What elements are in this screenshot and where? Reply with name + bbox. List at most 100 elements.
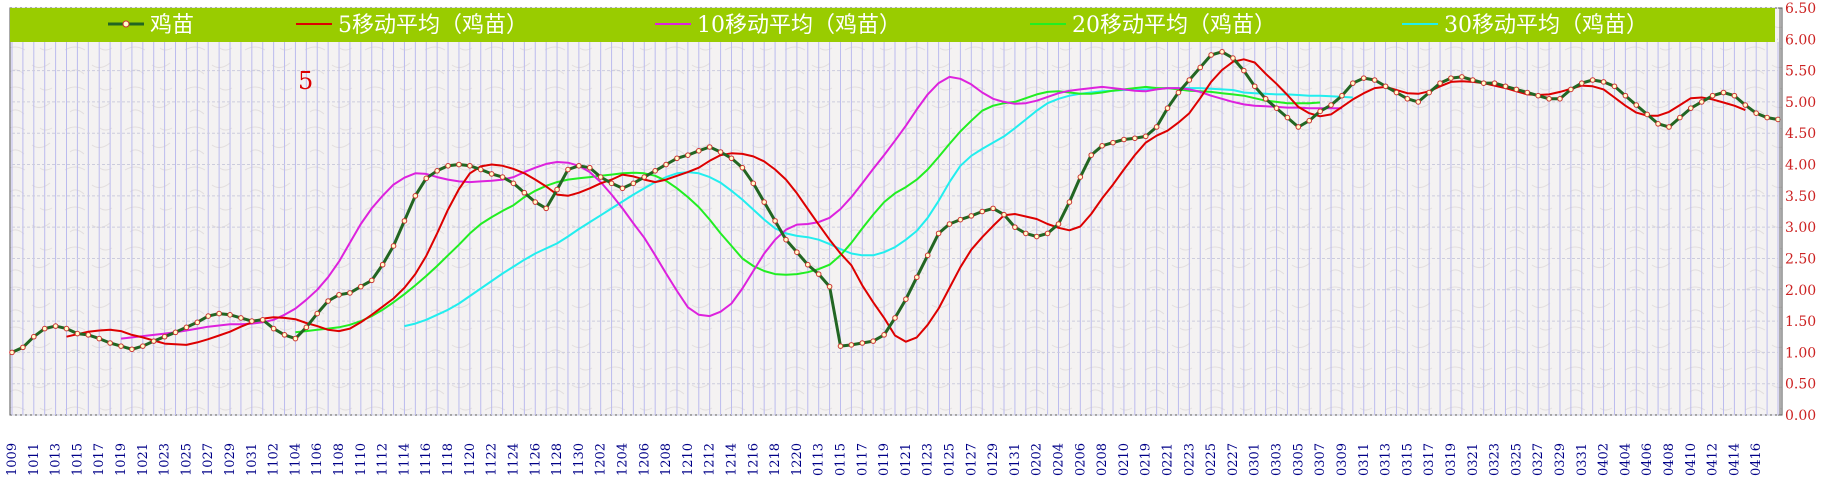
y-axis: 0.00 0.50 1.00 1.50 2.00 2.50 3.00 3.50 4.00 4.50…: [1779, 1, 1816, 424]
x-tick-label: 1206: [637, 443, 652, 476]
data-point: [477, 166, 484, 173]
data-point: [859, 340, 866, 346]
x-tick-label: 1202: [594, 443, 609, 476]
data-point: [1600, 79, 1607, 85]
data-point: [597, 174, 604, 180]
x-tick-label: 0121: [899, 443, 914, 476]
data-point: [281, 332, 288, 338]
y-tick-label: 6.00: [1785, 32, 1816, 48]
series-line-4: [404, 87, 1353, 328]
y-tick-label: 3.50: [1785, 189, 1816, 205]
data-point: [1720, 89, 1727, 96]
data-point: [1219, 49, 1225, 55]
y-tick-label: 4.00: [1785, 158, 1816, 174]
x-tick-label: 1015: [70, 443, 85, 476]
x-tick-label: 0225: [1204, 443, 1219, 476]
data-point: [1426, 89, 1432, 96]
y-tick-label: 5.50: [1785, 64, 1816, 80]
x-tick-label: 0206: [1073, 443, 1088, 476]
data-point: [1142, 133, 1149, 140]
x-tick-label: 1130: [572, 443, 587, 476]
x-tick-label: 0323: [1488, 443, 1503, 476]
data-point: [52, 323, 59, 329]
x-tick-label: 0202: [1030, 443, 1045, 476]
data-point: [249, 318, 255, 324]
x-tick-label: 0123: [921, 443, 936, 476]
data-point: [9, 349, 15, 356]
data-point: [1404, 95, 1411, 102]
x-tick-label: 1208: [659, 443, 674, 476]
x-tick-label: 1029: [223, 443, 238, 476]
data-point: [467, 162, 473, 169]
data-point: [532, 199, 539, 205]
data-point: [1731, 92, 1738, 99]
data-point: [1611, 83, 1618, 90]
data-point: [892, 315, 898, 321]
data-point: [1546, 95, 1552, 102]
x-tick-label: 0305: [1291, 443, 1306, 476]
data-point: [652, 168, 658, 174]
data-point: [946, 221, 953, 227]
data-point: [456, 161, 462, 168]
x-tick-label: 0329: [1553, 443, 1568, 476]
data-point: [488, 171, 495, 177]
x-tick-label: 0414: [1727, 443, 1742, 476]
data-point: [1066, 199, 1073, 205]
data-point: [990, 205, 996, 212]
data-point: [510, 180, 517, 187]
data-point: [968, 213, 975, 219]
x-tick-label: 1218: [768, 443, 783, 476]
x-tick-label: 0131: [1008, 443, 1023, 476]
x-tick-label: 0331: [1575, 443, 1590, 476]
data-point: [630, 180, 637, 187]
data-point: [434, 168, 440, 174]
legend-label: 5移动平均（鸡苗）: [338, 13, 528, 38]
data-point: [1077, 174, 1084, 180]
chart-annotation: 5: [298, 67, 313, 95]
data-point: [1110, 139, 1116, 146]
y-tick-label: 6.50: [1785, 1, 1816, 17]
x-tick-label: 1013: [49, 443, 64, 476]
data-point: [1491, 80, 1498, 86]
data-point: [140, 343, 146, 349]
y-tick-label: 1.50: [1785, 314, 1816, 330]
data-point: [1012, 224, 1018, 230]
x-tick-label: 1104: [288, 443, 303, 476]
data-point: [1317, 108, 1323, 115]
x-tick-label: 1220: [790, 443, 805, 476]
data-point: [576, 162, 582, 169]
legend-label: 30移动平均（鸡苗）: [1444, 13, 1648, 38]
data-point: [150, 338, 157, 344]
data-point: [96, 335, 103, 342]
y-tick-label: 5.00: [1785, 95, 1816, 111]
x-tick-label: 0327: [1531, 443, 1546, 476]
x-tick-label: 1019: [114, 443, 129, 476]
data-point: [695, 147, 702, 154]
data-point: [1415, 99, 1422, 105]
data-point: [848, 342, 855, 348]
data-point: [1055, 221, 1062, 227]
legend-label: 鸡苗: [150, 13, 194, 38]
data-point: [129, 346, 135, 353]
x-tick-label: 0321: [1466, 443, 1481, 476]
x-tick-label: 1106: [310, 443, 325, 476]
data-point: [1001, 211, 1007, 218]
data-point: [347, 290, 353, 296]
data-point: [924, 252, 931, 259]
data-point: [881, 332, 887, 338]
x-tick-label: 0204: [1052, 443, 1067, 476]
plot-background: [9, 7, 1783, 416]
data-point: [903, 296, 909, 302]
data-point: [1753, 110, 1759, 116]
data-point: [1186, 77, 1193, 83]
data-point: [368, 277, 375, 284]
data-point: [1241, 67, 1247, 74]
data-point: [41, 325, 48, 332]
x-tick-label: 0325: [1509, 443, 1524, 476]
data-point: [1099, 142, 1105, 149]
x-tick-label: 1210: [681, 443, 696, 476]
data-point: [1459, 74, 1465, 80]
y-tick-label: 1.00: [1785, 345, 1816, 361]
x-tick-label: 0317: [1422, 443, 1437, 476]
data-point: [728, 155, 735, 162]
